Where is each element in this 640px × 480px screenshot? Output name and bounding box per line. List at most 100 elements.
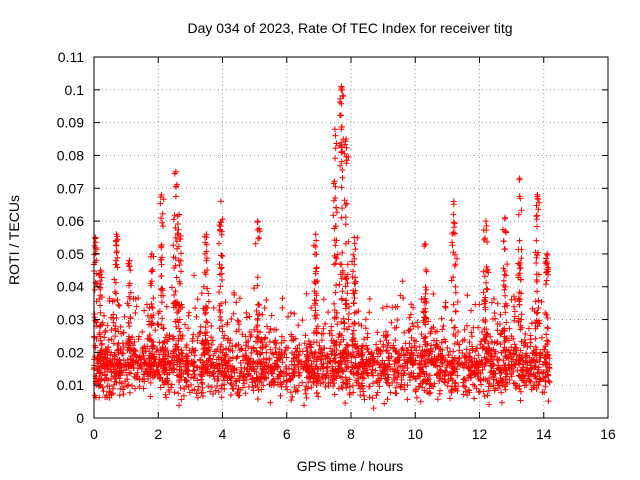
data-point — [203, 329, 210, 336]
data-point — [506, 347, 513, 354]
data-point — [477, 370, 484, 377]
data-point — [275, 363, 282, 370]
data-point — [401, 370, 408, 377]
data-point — [460, 391, 467, 398]
data-point — [256, 311, 263, 318]
data-point — [343, 160, 350, 167]
data-point — [267, 325, 274, 332]
data-point — [178, 396, 185, 403]
data-point — [517, 265, 524, 272]
data-point — [160, 325, 167, 332]
data-point — [158, 191, 165, 198]
data-point — [427, 372, 434, 379]
data-point — [399, 345, 406, 352]
data-point — [373, 392, 380, 399]
data-point — [404, 350, 411, 357]
data-point — [345, 310, 352, 317]
data-point — [375, 351, 382, 358]
data-point — [488, 299, 495, 306]
data-point — [245, 338, 252, 345]
data-point — [203, 248, 210, 255]
data-point — [124, 300, 131, 307]
data-point — [449, 383, 456, 390]
data-point — [380, 343, 387, 350]
data-point — [331, 237, 338, 244]
data-point — [462, 377, 469, 384]
data-point — [172, 262, 179, 269]
data-point — [490, 346, 497, 353]
data-point — [408, 369, 415, 376]
data-point — [199, 351, 206, 358]
data-point — [267, 346, 274, 353]
data-point — [321, 353, 328, 360]
data-point — [287, 389, 294, 396]
data-point — [267, 399, 274, 406]
data-point — [374, 389, 381, 396]
data-point — [393, 324, 400, 331]
data-point — [208, 334, 215, 341]
data-point — [223, 360, 230, 367]
data-point — [456, 347, 463, 354]
data-point — [298, 358, 305, 365]
data-point — [95, 359, 102, 366]
data-point — [235, 326, 242, 333]
data-point — [517, 397, 524, 404]
data-point — [370, 405, 377, 412]
data-point — [334, 251, 341, 258]
data-point — [202, 271, 209, 278]
data-point — [533, 260, 540, 267]
data-point — [489, 360, 496, 367]
data-point — [261, 335, 268, 342]
data-point — [498, 399, 505, 406]
data-point — [335, 363, 342, 370]
data-point — [398, 376, 405, 383]
data-point — [141, 375, 148, 382]
data-point — [249, 376, 256, 383]
data-point — [95, 377, 102, 384]
data-point — [130, 364, 137, 371]
data-point — [418, 331, 425, 338]
data-point — [332, 195, 339, 202]
data-point — [380, 332, 387, 339]
data-point — [158, 243, 165, 250]
data-point — [529, 350, 536, 357]
data-point — [542, 374, 549, 381]
data-point — [204, 337, 211, 344]
data-point — [218, 252, 225, 259]
data-point — [481, 338, 488, 345]
data-point — [527, 366, 534, 373]
data-point — [422, 266, 429, 273]
data-point — [172, 168, 179, 175]
data-point — [312, 243, 319, 250]
data-point — [463, 346, 470, 353]
data-point — [357, 373, 364, 380]
data-point — [471, 395, 478, 402]
data-point — [386, 382, 393, 389]
data-point — [127, 289, 134, 296]
data-point — [349, 331, 356, 338]
y-tick-label: 0.03 — [57, 312, 84, 328]
data-point — [349, 268, 356, 275]
data-point — [283, 370, 290, 377]
data-point — [168, 284, 175, 291]
data-point — [534, 309, 541, 316]
data-point — [126, 389, 133, 396]
data-point — [491, 387, 498, 394]
data-point — [392, 348, 399, 355]
data-point — [349, 342, 356, 349]
data-point — [208, 384, 215, 391]
x-tick-label: 16 — [600, 426, 616, 442]
data-point — [187, 381, 194, 388]
data-point — [116, 356, 123, 363]
data-point — [348, 359, 355, 366]
data-point — [147, 393, 154, 400]
data-point — [218, 270, 225, 277]
data-point — [361, 396, 368, 403]
data-point — [512, 384, 519, 391]
data-point — [423, 363, 429, 370]
data-point — [218, 371, 225, 378]
data-point — [475, 352, 482, 359]
data-point — [312, 280, 319, 287]
data-point — [180, 392, 187, 399]
data-point — [471, 355, 478, 362]
